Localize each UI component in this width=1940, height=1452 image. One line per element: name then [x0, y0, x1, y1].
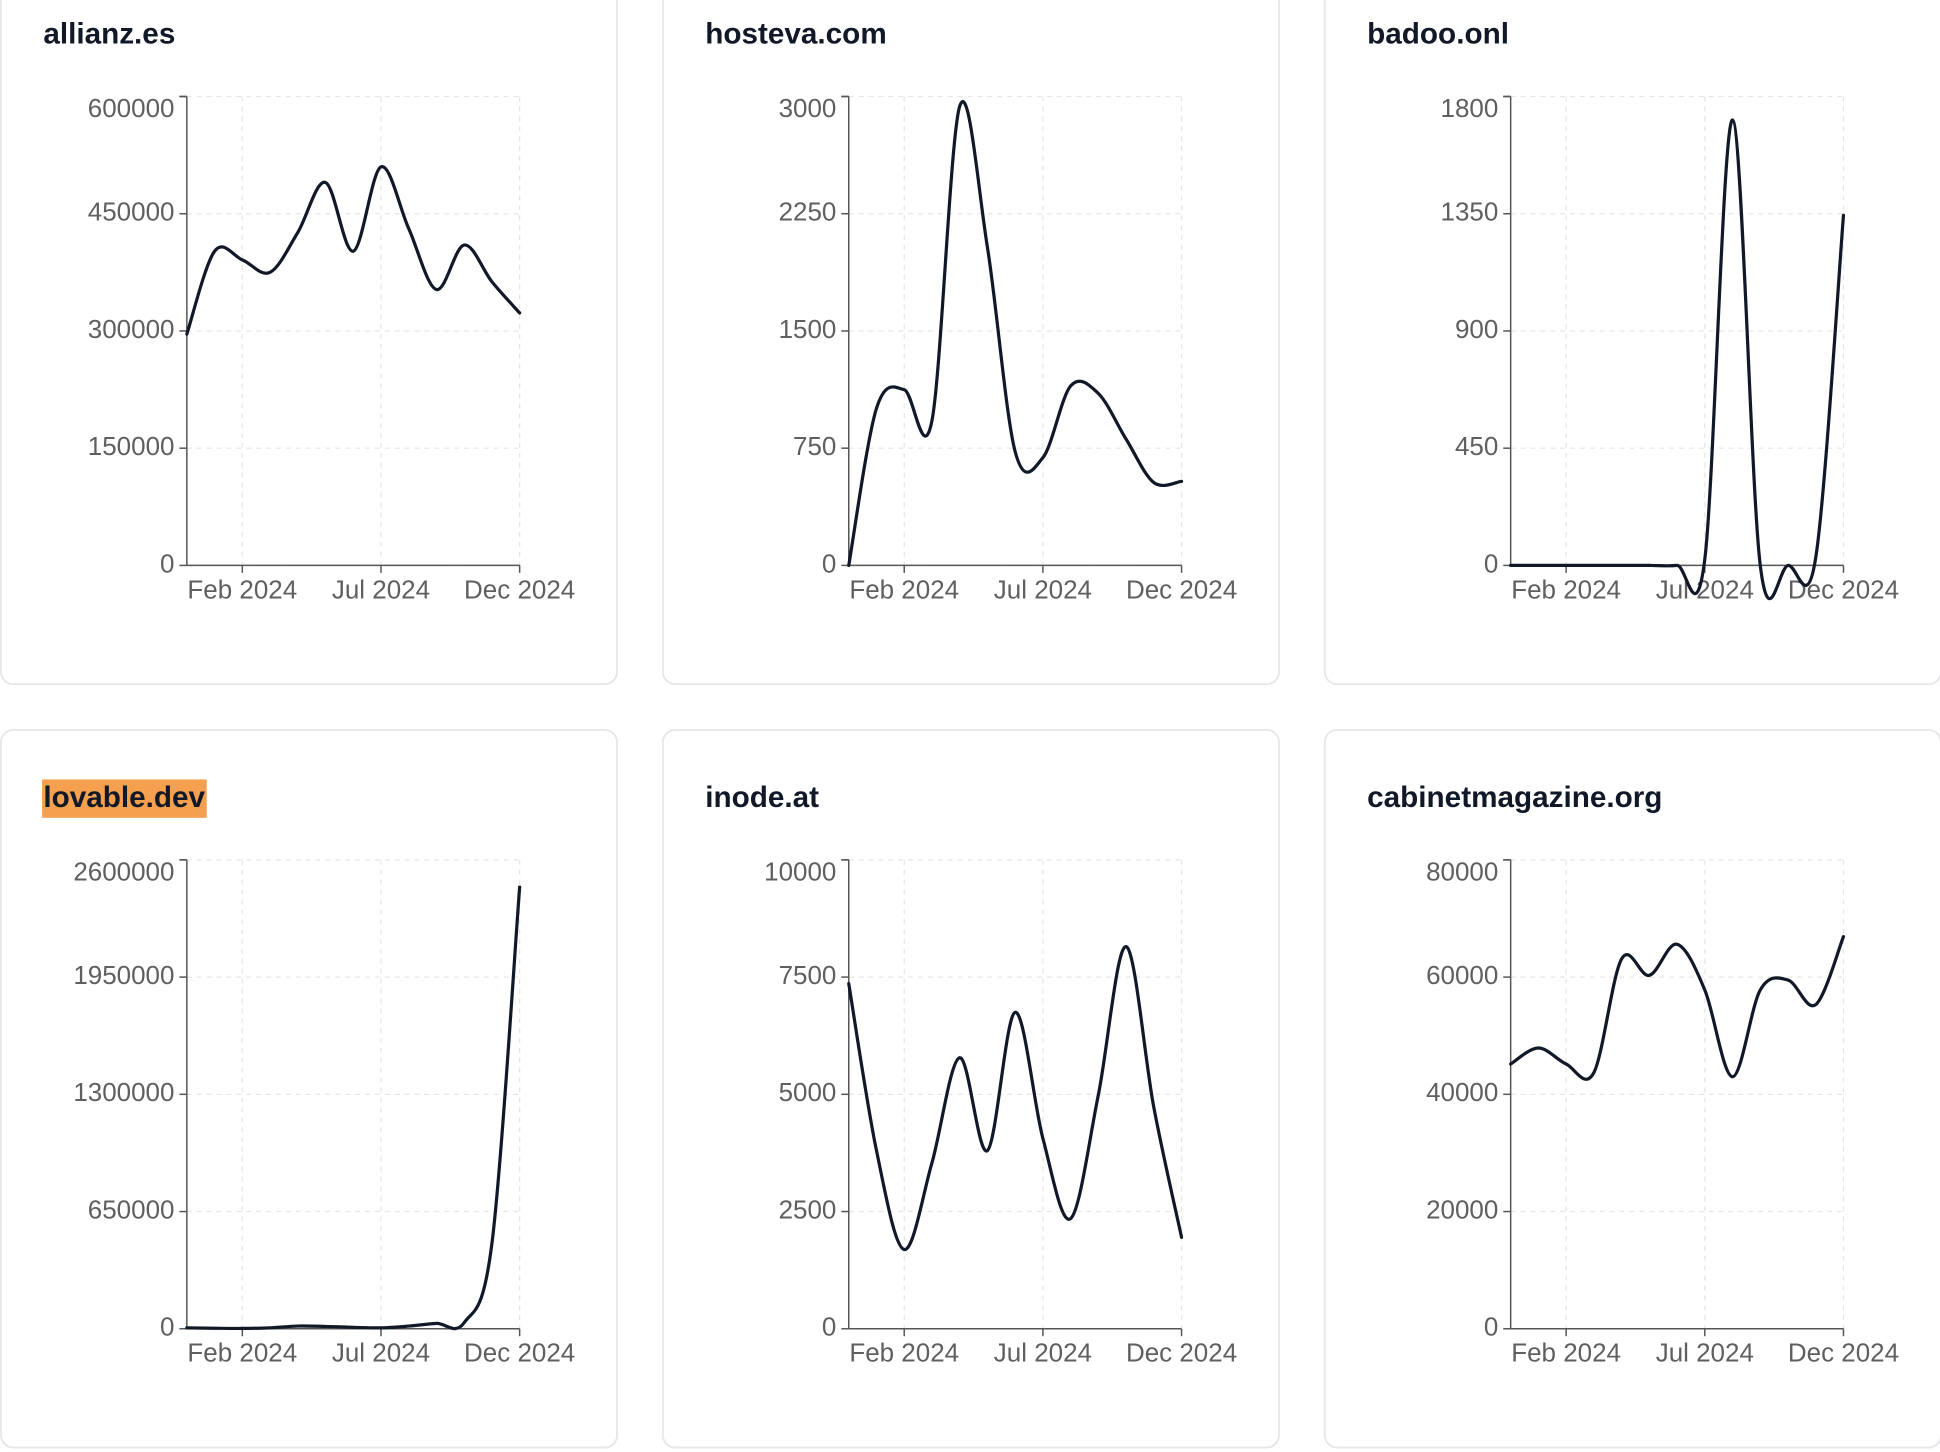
y-tick-label: 5000: [779, 1077, 837, 1107]
y-tick-label: 2600000: [73, 856, 174, 886]
y-tick-label: 1800: [1441, 93, 1499, 123]
y-tick-label: 20000: [1426, 1194, 1498, 1224]
y-tick-label: 1950000: [73, 960, 174, 990]
y-tick-label: 0: [1484, 548, 1498, 578]
y-tick-label: 60000: [1426, 960, 1498, 990]
y-tick-label: 450: [1455, 431, 1498, 461]
y-tick-label: 600000: [88, 93, 175, 123]
card-background: [661, 0, 1280, 686]
x-tick-label: Dec 2024: [1126, 574, 1237, 604]
y-tick-label: 900: [1455, 314, 1498, 344]
card-background: [0, 729, 619, 1449]
chart-title: lovable.dev: [43, 781, 205, 814]
x-tick-label: Feb 2024: [187, 1338, 297, 1368]
chart-card: allianz.es 0 150000 300000 450000 600000 Feb 2…: [0, 0, 619, 686]
data-line: [185, 885, 522, 1331]
y-tick-label: 150000: [88, 431, 175, 461]
y-tick-label: 750: [793, 431, 836, 461]
y-tick-label: 1500: [779, 314, 837, 344]
y-tick-label: 40000: [1426, 1077, 1498, 1107]
y-tick-label: 2500: [779, 1194, 837, 1224]
data-line: [847, 100, 1184, 568]
y-tick-label: 450000: [88, 197, 175, 227]
x-tick-label: Dec 2024: [1788, 574, 1899, 604]
x-tick-label: Dec 2024: [1126, 1338, 1237, 1368]
chart-card: badoo.onl 0 450 900 1350 1800 Feb 2024 Jul 2024…: [1323, 0, 1940, 686]
x-tick-label: Dec 2024: [464, 1338, 575, 1368]
chart-title: hosteva.com: [705, 18, 887, 51]
y-tick-label: 1300000: [73, 1077, 174, 1107]
x-tick-label: Feb 2024: [1511, 574, 1621, 604]
y-tick-label: 1350: [1441, 197, 1499, 227]
x-tick-label: Feb 2024: [187, 574, 297, 604]
x-tick-label: Feb 2024: [849, 1338, 959, 1368]
x-tick-label: Jul 2024: [332, 1338, 430, 1368]
x-tick-label: Jul 2024: [994, 574, 1092, 604]
chart-title: inode.at: [705, 781, 819, 814]
card-background: [1323, 729, 1940, 1449]
x-tick-label: Jul 2024: [1656, 574, 1754, 604]
y-tick-label: 0: [822, 548, 836, 578]
y-tick-label: 0: [822, 1312, 836, 1342]
data-line: [1509, 118, 1846, 601]
data-line: [1509, 935, 1846, 1081]
card-background: [0, 0, 619, 686]
chart-title: badoo.onl: [1367, 18, 1509, 51]
data-line: [185, 165, 522, 336]
card-background: [1323, 0, 1940, 686]
title-highlight: [42, 779, 207, 818]
x-tick-label: Feb 2024: [1511, 1338, 1621, 1368]
x-tick-label: Dec 2024: [464, 574, 575, 604]
y-tick-label: 650000: [88, 1194, 175, 1224]
y-tick-label: 7500: [779, 960, 837, 990]
y-tick-label: 10000: [764, 856, 836, 886]
chart-title: allianz.es: [43, 18, 175, 51]
x-tick-label: Feb 2024: [849, 574, 959, 604]
y-tick-label: 3000: [779, 93, 837, 123]
y-tick-label: 0: [1484, 1312, 1498, 1342]
y-tick-label: 0: [160, 548, 174, 578]
data-line: [847, 945, 1184, 1252]
x-tick-label: Jul 2024: [1656, 1338, 1754, 1368]
y-tick-label: 80000: [1426, 856, 1498, 886]
y-tick-label: 0: [160, 1312, 174, 1342]
x-tick-label: Jul 2024: [332, 574, 430, 604]
x-tick-label: Dec 2024: [1788, 1338, 1899, 1368]
y-tick-label: 300000: [88, 314, 175, 344]
chart-card: cabinetmagazine.org 0 20000 40000 60000 80000…: [1323, 729, 1940, 1449]
x-tick-label: Jul 2024: [994, 1338, 1092, 1368]
chart-card: hosteva.com 0 750 1500 2250 3000 Feb 2024 Jul 2…: [661, 0, 1280, 686]
chart-title: cabinetmagazine.org: [1367, 781, 1662, 814]
chart-card: inode.at 0 2500 5000 7500 10000 Feb 2024 Jul 20…: [661, 729, 1280, 1449]
chart-card: lovable.dev 0 650000 1300000 1950000 2600000 F…: [0, 729, 619, 1449]
y-tick-label: 2250: [779, 197, 837, 227]
